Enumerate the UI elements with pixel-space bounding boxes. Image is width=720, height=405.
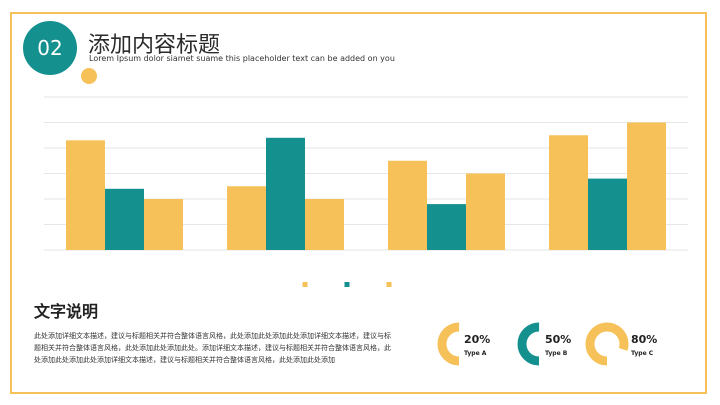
section-number-badge: 02 bbox=[23, 21, 77, 75]
donut-type-b-ring bbox=[517, 322, 561, 366]
bar-chart bbox=[44, 96, 688, 287]
bar bbox=[388, 160, 427, 250]
donut-type-b bbox=[517, 322, 561, 366]
donut-type-a-ring bbox=[437, 322, 481, 366]
slide-frame bbox=[10, 12, 707, 394]
stat-label-type-a: Type A bbox=[464, 350, 487, 357]
bar bbox=[427, 204, 466, 250]
bar bbox=[266, 137, 305, 250]
section-description: 此处添加详细文本描述，建议与标题相关并符合整体语言风格，此处添加此处添加此处添加… bbox=[34, 332, 391, 364]
page-subtitle: Lorem Ipsum dolor siamet suame this plac… bbox=[89, 54, 395, 63]
bar bbox=[66, 140, 105, 250]
stat-value-type-a: 20% bbox=[464, 333, 491, 346]
stat-label-type-c: Type C bbox=[631, 350, 654, 357]
bar bbox=[227, 186, 266, 250]
bar bbox=[588, 178, 627, 250]
donut-type-c bbox=[585, 322, 629, 366]
bar bbox=[105, 188, 144, 250]
legend-marker bbox=[302, 282, 308, 287]
decorative-dot bbox=[81, 68, 97, 84]
page-title: 添加内容标题 bbox=[88, 33, 221, 58]
bar bbox=[549, 135, 588, 250]
section-title: 文字说明 bbox=[34, 302, 99, 321]
bar bbox=[144, 199, 183, 250]
bar bbox=[305, 199, 344, 250]
donut-type-c-ring bbox=[585, 322, 629, 366]
bar bbox=[627, 122, 666, 250]
donut-type-a bbox=[437, 322, 481, 366]
bar bbox=[466, 173, 505, 250]
stat-value-type-c: 80% bbox=[631, 333, 658, 346]
legend-marker bbox=[344, 282, 350, 287]
legend-marker bbox=[386, 282, 392, 287]
stat-label-type-b: Type B bbox=[545, 350, 568, 357]
stat-value-type-b: 50% bbox=[545, 333, 572, 346]
